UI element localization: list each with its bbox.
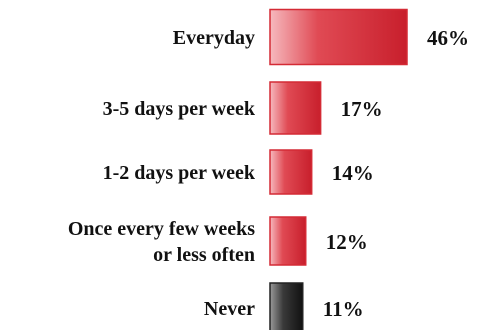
category-label-4: Never: [204, 298, 255, 320]
category-label-0: Everyday: [173, 27, 255, 49]
value-label-3: 12%: [326, 230, 368, 254]
bar-4: [269, 282, 304, 334]
bar-0: [269, 8, 408, 66]
value-label-0: 46%: [427, 26, 469, 50]
bar-3: [269, 216, 307, 266]
category-label-3: Once every few weeks or less often: [68, 218, 255, 266]
value-label-1: 17%: [341, 97, 383, 121]
bar-2: [269, 149, 313, 195]
bar-1: [269, 81, 322, 135]
category-label-1: 3-5 days per week: [103, 98, 256, 120]
value-label-4: 11%: [323, 297, 364, 321]
category-label-2: 1-2 days per week: [103, 162, 256, 184]
value-label-2: 14%: [332, 161, 374, 185]
